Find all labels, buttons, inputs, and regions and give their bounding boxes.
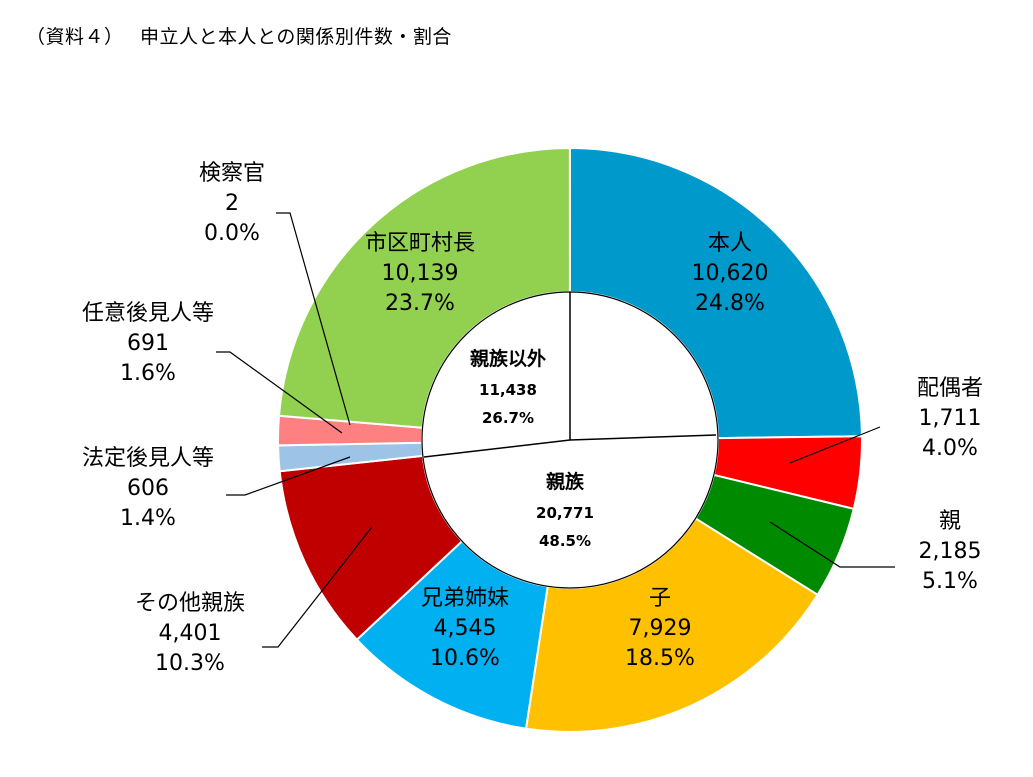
slice-name-label: 市区町村長	[365, 231, 475, 256]
slice-name-label: 法定後見人等	[82, 446, 214, 471]
slice-percent-label: 4.0%	[922, 436, 978, 461]
slice-percent-label: 10.6%	[430, 646, 500, 671]
slice-name-label: 配偶者	[917, 376, 983, 401]
inner-group-value-label: 20,771	[536, 504, 594, 522]
inner-group-value-label: 11,438	[479, 381, 537, 399]
inner-group-percent: 26.7%	[482, 409, 534, 427]
slice-value-label: 10,620	[692, 261, 769, 286]
inner-group-name: 親族	[546, 470, 585, 493]
slice-percent-label: 24.8%	[695, 291, 765, 316]
slice-percent-label: 0.0%	[204, 221, 260, 246]
slice-name-label: 親	[939, 509, 961, 534]
slice-name-label: 本人	[708, 231, 752, 256]
inner-divider-right	[569, 434, 717, 441]
slice-value-label: 606	[127, 476, 169, 501]
slice-name-label: その他親族	[135, 591, 245, 616]
slice-value-label: 4,545	[434, 616, 497, 641]
slice-value-label: 2,185	[919, 539, 982, 564]
slice-value-label: 1,711	[919, 406, 982, 431]
slice-percent-label: 18.5%	[625, 646, 695, 671]
slice-value-label: 2	[225, 191, 239, 216]
slice-name-label: 兄弟姉妹	[421, 586, 509, 611]
leader-line	[789, 426, 881, 464]
slice-percent-label: 1.4%	[120, 506, 176, 531]
slice-percent-label: 23.7%	[385, 291, 455, 316]
inner-divider-left	[423, 439, 571, 458]
slice-value-label: 7,929	[629, 616, 692, 641]
leader-line	[216, 351, 343, 434]
leader-line	[262, 526, 373, 648]
slice-value-label: 691	[127, 331, 169, 356]
leader-line	[226, 456, 351, 496]
inner-group-name: 親族以外	[470, 347, 546, 370]
inner-group-percent: 48.5%	[539, 532, 591, 550]
slice-name-label: 検察官	[199, 161, 265, 186]
slice-value-label: 10,139	[382, 261, 459, 286]
slice-percent-label: 5.1%	[922, 569, 978, 594]
slice-value-label: 4,401	[159, 621, 222, 646]
slice-name-label: 任意後見人等	[82, 301, 214, 326]
slice-name-label: 子	[649, 586, 671, 611]
chart-title: （資料４） 申立人と本人との関係別件数・割合	[26, 26, 452, 48]
slice-percent-label: 1.6%	[120, 361, 176, 386]
leader-line	[769, 521, 895, 568]
leader-line	[276, 212, 351, 426]
slice-percent-label: 10.3%	[155, 651, 225, 676]
